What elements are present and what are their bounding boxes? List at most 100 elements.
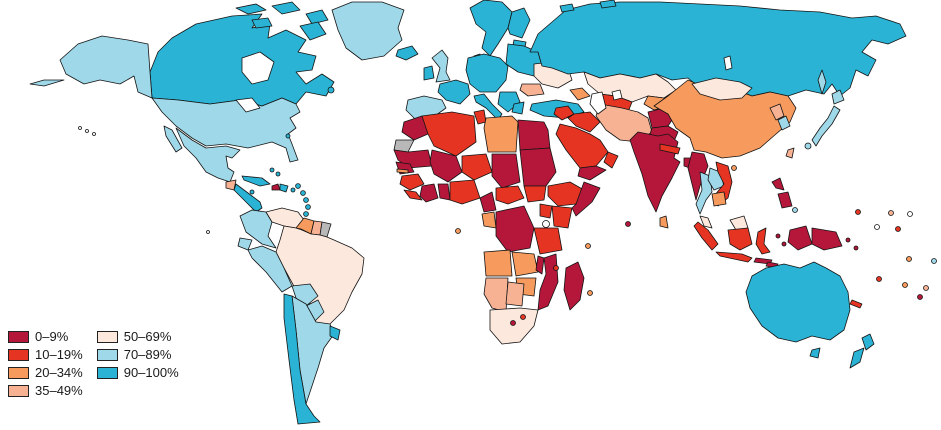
region-levant — [553, 105, 575, 121]
region-lesser-antilles-5 — [303, 211, 309, 217]
region-chile — [283, 293, 321, 425]
region-maluku-2 — [781, 241, 787, 247]
region-canada-arctic-3 — [305, 9, 329, 25]
region-japan-honshu — [811, 105, 841, 147]
region-lesser-antilles-1 — [295, 183, 301, 189]
region-lesser-antilles-2 — [300, 190, 306, 196]
region-sumatra — [693, 221, 719, 251]
region-namibia — [483, 277, 509, 313]
region-niger — [461, 153, 493, 181]
region-japan-kyushu — [804, 142, 812, 150]
region-tunisia — [473, 109, 487, 125]
region-baja-california — [163, 125, 183, 153]
region-aleutians — [29, 79, 65, 87]
region-uganda — [539, 203, 553, 219]
region-scandinavia — [469, 0, 513, 57]
region-jamaica — [249, 189, 255, 195]
region-uk — [431, 49, 451, 83]
hudson-bay — [241, 51, 275, 85]
legend-label: 20–34% — [35, 365, 83, 380]
region-png-islands-2 — [853, 245, 859, 251]
region-cameroon — [479, 191, 497, 213]
region-central-america — [233, 183, 263, 213]
region-malawi — [535, 255, 545, 275]
region-tasmania — [809, 347, 821, 359]
region-galapagos — [206, 230, 210, 234]
region-seychelles — [585, 243, 591, 249]
region-mozambique — [537, 253, 559, 311]
region-newfoundland — [327, 86, 335, 94]
region-taiwan — [785, 147, 795, 159]
region-ecuador — [237, 237, 253, 251]
region-canada-arctic-4 — [251, 17, 273, 29]
region-philippines-luzon — [771, 177, 785, 191]
legend-item: 10–19% — [8, 346, 83, 364]
region-hawaii-3 — [92, 132, 96, 136]
legend-item: 20–34% — [8, 364, 83, 382]
region-japan-hokkaido — [831, 89, 845, 105]
region-brazil — [275, 225, 365, 331]
region-dominican-republic — [279, 183, 289, 193]
legend-item: 0–9% — [8, 328, 83, 346]
region-libya — [483, 115, 519, 153]
region-cuba — [241, 175, 271, 187]
region-central-african-republic — [495, 185, 525, 205]
region-eswatini — [510, 320, 516, 326]
legend-label: 70–89% — [123, 347, 172, 362]
region-french-guiana — [319, 221, 332, 238]
region-nigeria — [449, 179, 481, 205]
region-russia-arctic-2 — [599, 0, 617, 9]
region-bermuda — [285, 133, 291, 139]
region-java — [715, 251, 753, 263]
region-ghana — [437, 183, 451, 201]
legend-item: 70–89% — [96, 346, 179, 364]
legend-label: 35–49% — [35, 383, 83, 398]
legend-swatch — [8, 331, 29, 343]
region-madagascar — [563, 261, 585, 311]
region-tanzania — [533, 227, 563, 255]
region-lesser-antilles-4 — [305, 204, 311, 210]
region-sri-lanka — [659, 215, 669, 229]
region-angola — [483, 249, 513, 277]
region-south-africa — [489, 307, 539, 345]
region-oman — [603, 151, 619, 169]
legend-col-1: 0–9% 10–19% 20–34% 35–49% — [8, 328, 83, 400]
region-canada-arctic-2 — [271, 1, 301, 15]
legend-label: 50–69% — [123, 329, 172, 344]
region-zambia — [511, 251, 539, 277]
legend-swatch — [96, 367, 118, 379]
region-greece — [511, 101, 525, 115]
region-ivory-coast — [419, 183, 439, 203]
region-kenya — [551, 205, 573, 229]
region-sierra-leone — [403, 189, 423, 201]
region-papua-new-guinea — [811, 227, 843, 251]
region-alaska — [59, 35, 153, 99]
region-myanmar — [687, 151, 709, 201]
region-gambia — [396, 168, 409, 174]
region-russia-arctic-1 — [559, 3, 575, 13]
great-lakes — [235, 97, 261, 113]
region-yemen — [577, 165, 607, 181]
region-pacific-island-12 — [917, 294, 923, 300]
region-romania — [519, 83, 545, 97]
region-maluku-1 — [775, 233, 781, 239]
region-bahamas-1 — [269, 167, 275, 173]
region-india — [629, 131, 681, 213]
region-pacific-island-6 — [874, 224, 880, 230]
region-maldives — [625, 221, 631, 227]
region-central-europe — [465, 53, 509, 93]
region-pacific-island-2 — [855, 209, 861, 215]
region-malaysia — [699, 215, 713, 229]
legend-item: 50–69% — [96, 328, 179, 346]
region-haiti — [271, 183, 281, 191]
region-somalia — [571, 181, 601, 217]
region-papua-indonesia — [787, 225, 813, 251]
region-saudi-arabia — [555, 123, 609, 169]
region-new-zealand-south — [849, 347, 865, 369]
region-france — [437, 79, 471, 105]
region-pacific-island-3 — [888, 210, 894, 216]
region-pacific-island-10 — [902, 282, 908, 288]
region-south-korea — [777, 115, 791, 131]
region-chad — [491, 153, 521, 189]
